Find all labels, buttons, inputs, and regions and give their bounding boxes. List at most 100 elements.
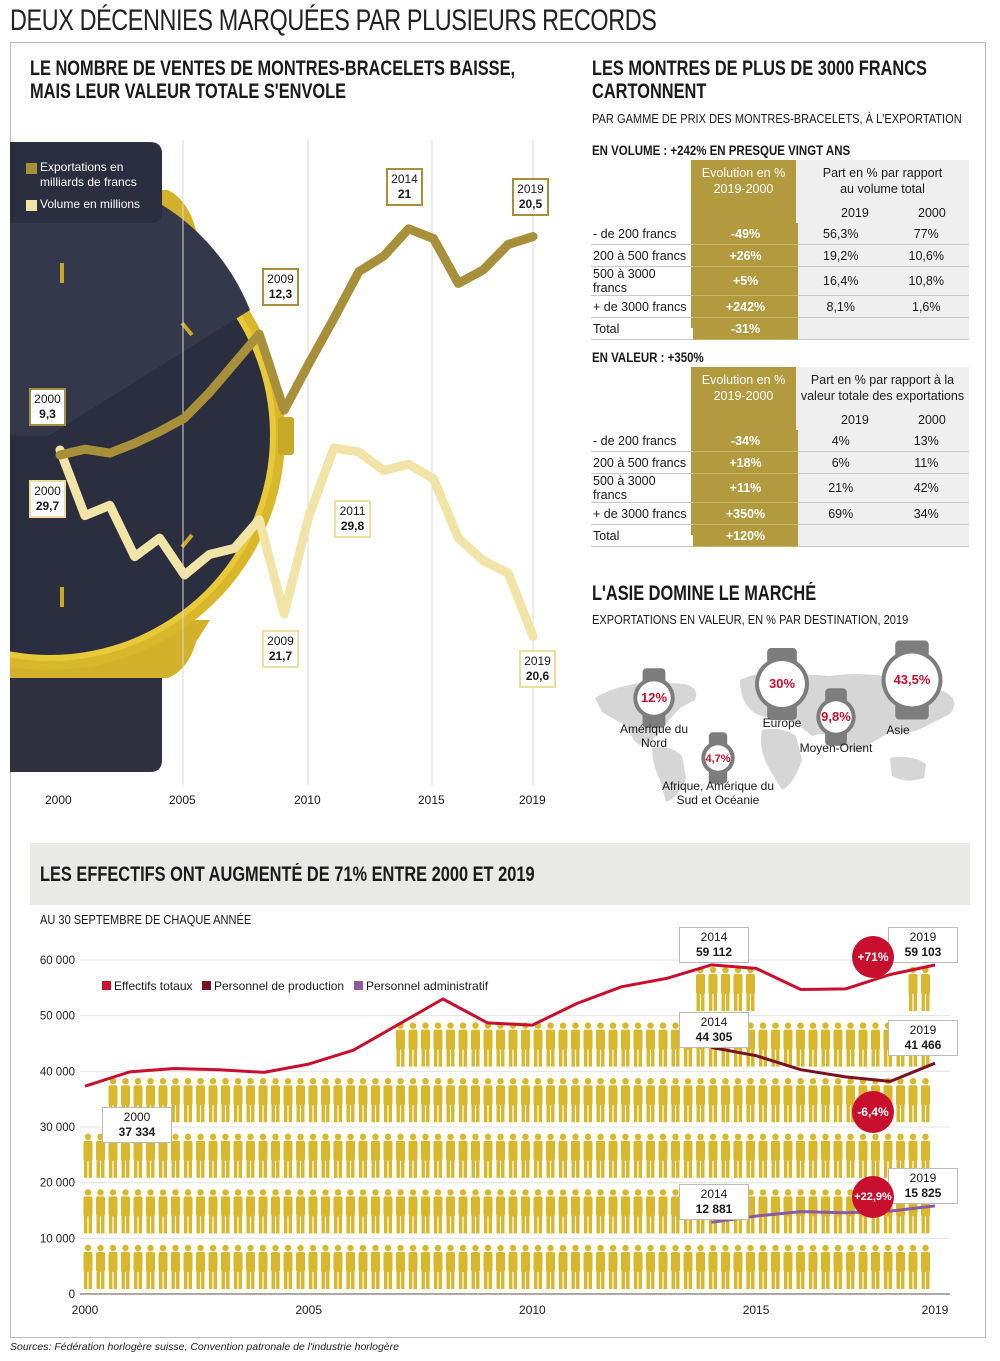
table-row: 500 à 3000 francs +11% 21% 42% [591,473,969,503]
volume-col-part-l2: au volume total [840,182,925,196]
dest-label-north-america: Amérique du Nord [619,722,689,750]
legend-label-volume: Volume en millions [40,197,141,211]
destination-value-label: 9,8% [821,709,851,724]
destinations-subtitle: EXPORTATIONS EN VALEUR, EN % PAR DESTINA… [592,612,909,627]
callout-volume-2011: 2011 29,8 [334,500,371,538]
table-row: - de 200 francs -34% 4% 13% [591,430,969,452]
destinations-title: L'ASIE DOMINE LE MARCHÉ [592,582,817,605]
destination-value-label: 30% [769,676,795,691]
destination-value-label: 43,5% [894,672,931,687]
value-col-evolution-l1: Evolution en % [701,373,786,387]
staff-legend-swatch-total [102,981,111,990]
staff-y-tick: 30 000 [40,1122,75,1134]
destination-value-label: 12% [641,690,667,705]
callout-volume-2009: 2009 21,7 [262,630,299,668]
table-row: Total -31% [591,317,969,340]
legend-swatch-volume [26,200,37,211]
staff-y-tick: 20 000 [40,1178,75,1190]
exports-line [55,224,538,460]
dest-label-africa: Afrique, Amérique du Sud et Océanie [661,779,775,807]
strap-bottom [10,678,162,772]
value-col-2000: 2000 [918,413,946,427]
staff-subtitle: AU 30 SEPTEMBRE DE CHAQUE ANNÉE [40,912,252,927]
volume-col-evolution-l2: 2019-2000 [713,182,774,196]
value-col-2019: 2019 [841,413,869,427]
table-row: 500 à 3000 francs +5% 16,4% 10,8% [591,266,969,296]
dest-label-europe: Europe [762,716,802,730]
table-row: + de 3000 francs +242% 8,1% 1,6% [591,295,969,318]
watch-legend: Exportations en milliards de francs Volu… [10,143,162,223]
legend-label-value-line2: milliards de francs [40,175,137,189]
staff-legend-swatch-admin [354,981,363,990]
destination-watch-icon: 43,5% [881,640,943,720]
volume-line [55,443,538,641]
staff-title: LES EFFECTIFS ONT AUGMENTÉ DE 71% ENTRE … [40,863,535,886]
dest-label-middle-east: Moyen-Orient [799,741,873,755]
staff-callout-2000: 2000 37 334 [102,1107,172,1143]
staff-x-tick: 2000 [72,1303,99,1317]
tables-subtitle: PAR GAMME DE PRIX DES MONTRES-BRACELETS,… [592,111,962,126]
destination-watch-icon: 12% [633,668,675,728]
staff-x-tick: 2015 [743,1303,770,1317]
staff-series-line-1 [711,1045,936,1083]
table-row: Total +120% [591,524,969,547]
callout-value-2009: 2009 12,3 [262,268,299,306]
volume-col-2000: 2000 [918,206,946,220]
destination-watch-icon: 9,8% [816,688,856,746]
callout-value-2000: 2000 9,3 [29,388,66,426]
watch-crown [278,417,294,455]
watch-x-tick-2010: 2010 [294,793,321,807]
hour-markers [60,263,194,607]
watch-x-tick-2005: 2005 [169,793,196,807]
staff-badge-production: -6,4% [852,1091,894,1133]
staff-y-tick: 50 000 [40,1011,75,1023]
destination-watch-icon: 4,7% [701,732,735,784]
staff-badge-total: +71% [852,936,894,978]
volume-col-evolution-l1: Evolution en % [701,166,786,180]
staff-series-line-0 [84,963,936,1088]
staff-callout-total-2014: 2014 59 112 [679,927,749,963]
staff-legend-admin: Personnel administratif [366,979,489,993]
staff-title-band [30,843,970,905]
staff-callout-total-2019: 2019 59 103 [888,927,958,963]
staff-y-tick: 10 000 [40,1233,75,1245]
staff-legend-total: Effectifs totaux [114,979,193,993]
tables-heading-line1: LES MONTRES DE PLUS DE 3000 FRANCS [592,57,927,80]
watch-x-tick-2000: 2000 [45,793,72,807]
value-col-evolution-l2: 2019-2000 [713,389,774,403]
volume-table-title: EN VOLUME : +242% EN PRESQUE VINGT ANS [592,143,851,158]
watch-heading-line2: MAIS LEUR VALEUR TOTALE S'ENVOLE [30,80,347,103]
volume-table-rows: - de 200 francs -49% 56,3% 77% 200 à 500 fr… [591,223,969,340]
staff-x-tick: 2005 [295,1303,322,1317]
staff-x-tick: 2019 [922,1303,949,1317]
destination-value-label: 4,7% [705,753,730,765]
staff-x-tick: 2010 [519,1303,546,1317]
staff-pictogram-area [83,966,930,1289]
value-col-part-l1: Part en % par rapport à la [810,373,955,387]
volume-col-part-l1: Part en % par rapport [822,166,943,180]
watch-heading-line1: LE NOMBRE DE VENTES DE MONTRES-BRACELETS… [30,57,516,80]
watch-x-tick-2019: 2019 [519,793,546,807]
table-row: - de 200 francs -49% 56,3% 77% [591,223,969,245]
staff-callout-production-2014: 2014 44 305 [679,1012,749,1048]
staff-callout-admin-2019: 2019 15 825 [888,1168,958,1204]
tables-heading-line2: CARTONNENT [592,80,707,103]
destination-icons: 12% 30% 9,8% 43,5% 4,7% [633,640,943,784]
staff-callout-production-2019: 2019 41 466 [888,1020,958,1056]
callout-volume-2019: 2019 20,6 [519,650,556,688]
dial-highlight [10,171,250,435]
destination-watch-icon: 30% [755,648,809,720]
staff-y-tick: 40 000 [40,1066,75,1078]
value-table-rows: - de 200 francs -34% 4% 13% 200 à 500 franc… [591,430,969,547]
staff-badge-admin: +22,9% [852,1176,894,1218]
legend-swatch-value [26,163,37,174]
value-col-part-l2: valeur totale des exportations [800,389,965,403]
staff-callout-admin-2014: 2014 12 881 [679,1184,749,1220]
callout-volume-2000: 2000 29,7 [29,480,66,518]
sources-note: Sources: Fédération horlogère suisse, Co… [10,1341,399,1353]
staff-y-tick: 0 [69,1289,75,1301]
callout-value-2019: 2019 20,5 [512,178,549,216]
value-table-title: EN VALEUR : +350% [592,350,704,365]
callout-value-2014: 2014 21 [386,168,423,206]
table-row: 200 à 500 francs +18% 6% 11% [591,451,969,474]
